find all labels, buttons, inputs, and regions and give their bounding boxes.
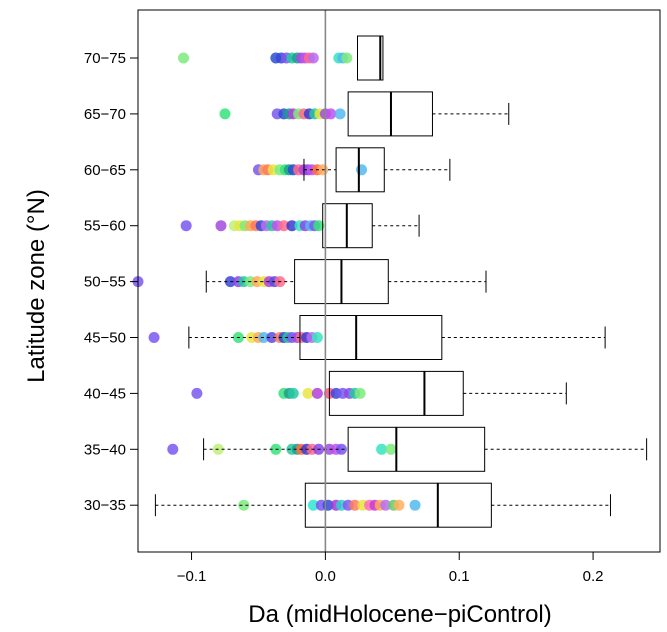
x-tick-label: −0.1: [177, 568, 207, 585]
data-point: [341, 52, 353, 64]
box-iqr: [304, 482, 492, 528]
x-tick-label: 0.1: [449, 568, 470, 585]
data-point: [191, 387, 203, 399]
y-axis-title: Latitude zone (°N): [23, 189, 50, 383]
box-iqr: [335, 147, 385, 193]
box-4: [205, 259, 487, 305]
y-tick-label: 65−70: [84, 106, 126, 123]
data-point: [286, 220, 298, 232]
data-point: [180, 220, 192, 232]
y-tick-label: 70−75: [84, 50, 126, 67]
data-point: [409, 499, 421, 511]
points-layer: [132, 52, 421, 511]
box-0: [154, 482, 611, 528]
x-tick-label: 0.2: [583, 568, 604, 585]
box-6: [303, 147, 451, 193]
data-point: [376, 443, 388, 455]
x-tick-label: 0.0: [315, 568, 336, 585]
data-point: [219, 108, 231, 120]
y-tick-label: 50−55: [84, 274, 126, 291]
data-point: [215, 220, 227, 232]
data-point: [167, 443, 179, 455]
x-axis: −0.1 0.0 0.1 0.2: [177, 552, 604, 585]
plot-frame: [137, 9, 661, 553]
box-iqr: [299, 315, 443, 360]
y-tick-label: 45−50: [84, 330, 126, 347]
data-point: [302, 387, 314, 399]
box-5: [322, 203, 420, 249]
data-point: [307, 52, 319, 64]
y-tick-label: 35−40: [84, 441, 126, 458]
box-7: [347, 91, 510, 137]
data-point: [354, 387, 366, 399]
y-tick-label: 60−65: [84, 162, 126, 179]
x-axis-title: Da (midHolocene−piControl): [248, 601, 551, 628]
data-point: [148, 332, 160, 343]
y-tick-label: 30−35: [84, 497, 126, 514]
boxes-layer: [154, 35, 648, 528]
data-point: [311, 387, 323, 399]
data-point: [313, 220, 325, 232]
data-point: [393, 499, 405, 511]
box-1: [203, 426, 648, 472]
box-iqr: [357, 35, 384, 81]
data-point: [287, 387, 299, 399]
data-point: [385, 443, 397, 455]
data-point: [238, 499, 250, 511]
data-point: [278, 220, 290, 232]
data-point: [311, 332, 323, 343]
data-point: [266, 332, 278, 343]
y-tick-label: 40−45: [84, 385, 126, 402]
box-8: [357, 35, 384, 81]
data-point: [356, 164, 368, 176]
data-point: [349, 499, 361, 511]
data-point: [178, 52, 190, 64]
box-iqr: [328, 370, 464, 416]
y-tick-label: 55−60: [84, 218, 126, 235]
data-point: [334, 108, 346, 120]
box-3: [188, 315, 606, 360]
data-point: [325, 108, 337, 120]
data-point: [380, 499, 392, 511]
data-point: [335, 443, 347, 455]
data-point: [307, 499, 319, 511]
box-iqr: [347, 426, 486, 472]
y-axis: 30−35 35−40 40−45 45−50 50−55 55−60 60−65 65−70…: [84, 50, 138, 514]
box-2: [328, 370, 567, 416]
